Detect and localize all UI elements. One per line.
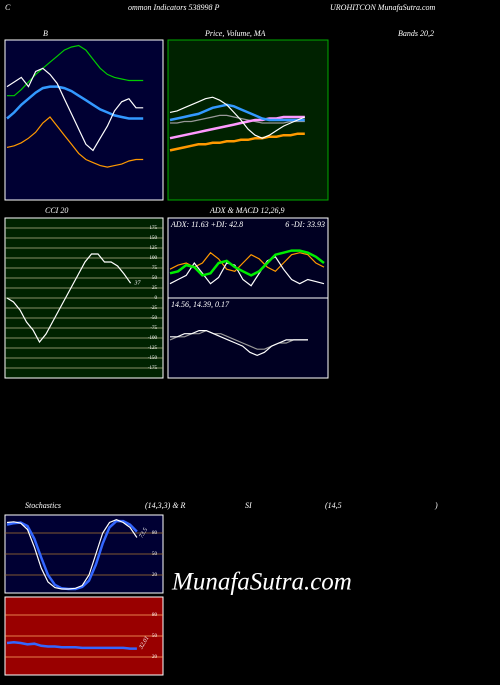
series-line [7,44,144,97]
y-tick-label: -150 [148,356,158,361]
y-tick-label: 0 [155,296,158,301]
panel-title: (14,5 [325,501,342,510]
series-line [169,251,325,273]
y-tick-label: 50 [152,276,158,281]
last-value-label: 73.5 [139,527,149,539]
series-line [6,253,132,344]
y-tick-label: -100 [148,336,158,341]
series-line [169,115,305,140]
y-tick-label: 20 [152,573,158,578]
panel-title: SI [245,501,252,510]
series-line [6,67,144,152]
indicator-readout: 6 -DI: 33.93 [285,220,325,229]
y-tick-label: 125 [150,246,158,251]
series-line [169,132,305,152]
series-line [6,116,144,168]
y-tick-label: 175 [150,226,158,231]
panel-title: (14,3,3) & R [145,501,186,510]
y-tick-label: 20 [152,655,158,660]
last-value-label: 37 [134,281,142,287]
y-tick-label: 80 [152,531,158,536]
y-tick-label: 100 [150,256,158,261]
y-tick-label: -125 [148,346,158,351]
header-text: UROHITCON MunafaSutra.com [330,3,436,12]
header-text: C [5,3,11,12]
y-tick-label: 25 [152,286,158,291]
series-line [169,256,325,287]
series-line [6,641,137,650]
panel-title: Stochastics [25,501,61,510]
header-text: ommon Indicators 538998 P [128,3,219,12]
panel [4,39,164,201]
panel-title: ) [434,501,438,510]
y-tick-label: 75 [152,266,158,271]
y-tick-label: 80 [152,613,158,618]
series-line [6,85,144,120]
series-line [169,249,325,277]
y-tick-label: -50 [150,316,157,321]
series-line [170,114,305,124]
y-tick-label: -175 [148,366,158,371]
y-tick-label: -25 [150,306,157,311]
panel-title: CCI 20 [45,206,68,215]
panel [167,297,329,379]
series-line [170,330,308,357]
y-tick-label: 50 [152,552,158,557]
y-tick-label: -75 [150,326,157,331]
panel-title: B [43,29,48,38]
series-line [169,103,305,122]
series-line [6,519,138,590]
panel-title: ADX & MACD 12,26,9 [209,206,284,215]
panel-title: Price, Volume, MA [204,29,266,38]
indicator-readout: 14.56, 14.39, 0.17 [171,300,230,309]
y-tick-label: 50 [152,634,158,639]
series-line [169,96,306,139]
watermark: MunafaSutra.com [171,569,352,596]
y-tick-label: 150 [150,236,158,241]
panel-title: Bands 20,2 [398,29,434,38]
indicator-readout: ADX: 11.63 +DI: 42.8 [170,220,243,229]
